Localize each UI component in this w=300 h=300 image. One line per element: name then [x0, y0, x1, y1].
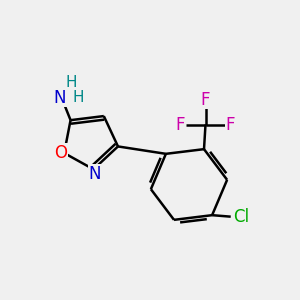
Text: H: H	[72, 90, 84, 105]
Text: F: F	[226, 116, 235, 134]
Text: F: F	[176, 116, 185, 134]
Text: O: O	[54, 144, 67, 162]
Text: N: N	[54, 89, 66, 107]
Text: Cl: Cl	[233, 208, 249, 226]
Text: H: H	[65, 75, 77, 90]
Text: N: N	[89, 165, 101, 183]
Text: F: F	[201, 91, 210, 109]
